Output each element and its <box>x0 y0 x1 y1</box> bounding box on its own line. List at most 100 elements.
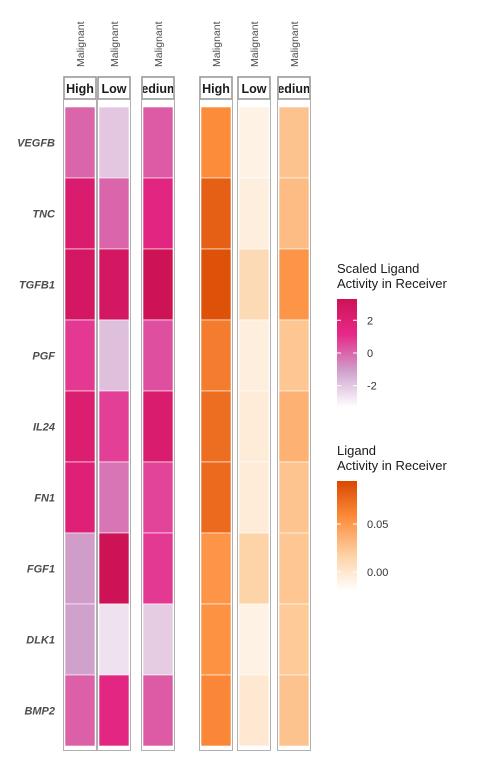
facet-strip-label: Low <box>242 82 267 96</box>
heatmap-cell <box>238 461 270 534</box>
heatmap-cell <box>142 603 174 676</box>
heatmap-cell <box>200 248 232 321</box>
facet-strip-label: High <box>66 82 94 96</box>
legend-title: Activity in Receiver <box>337 458 447 473</box>
heatmap-cell <box>200 461 232 534</box>
heatmap-cell <box>238 248 270 321</box>
heatmap-cell <box>64 603 96 676</box>
facet-strip-label: Low <box>102 82 127 96</box>
heatmap-cell <box>64 532 96 605</box>
heatmap-cell <box>238 532 270 605</box>
heatmap-cell <box>142 248 174 321</box>
ligand-label: DLK1 <box>26 635 55 647</box>
heatmap-cell <box>200 319 232 392</box>
heatmap-cell <box>278 106 310 179</box>
legend-colorbar <box>337 481 357 591</box>
heatmap-cell <box>98 532 130 605</box>
heatmap-cell <box>200 674 232 747</box>
legend-title: Ligand <box>337 443 376 458</box>
heatmap-cell <box>98 390 130 463</box>
facet-panel-border <box>141 99 175 751</box>
heatmap-cell <box>142 461 174 534</box>
heatmap-cell <box>64 106 96 179</box>
heatmap-cell <box>238 319 270 392</box>
heatmap-cell <box>200 532 232 605</box>
receiver-label: Malignant <box>153 21 165 67</box>
heatmap-cells <box>63 99 311 751</box>
facet-panel-border <box>277 99 311 751</box>
legend-tick-label: 0.00 <box>367 567 388 579</box>
facet-strip-label: High <box>202 82 230 96</box>
heatmap-cell <box>278 177 310 250</box>
facet-strip-label: ledium <box>138 82 178 96</box>
ligand-label: TNC <box>32 209 56 221</box>
legend-tick-label: 2 <box>367 315 373 327</box>
heatmap-cell <box>278 248 310 321</box>
heatmap-cell <box>238 106 270 179</box>
heatmap-cell <box>98 106 130 179</box>
heatmap-cell <box>64 319 96 392</box>
receiver-label: Malignant <box>109 21 121 67</box>
heatmap-cell <box>98 177 130 250</box>
facet-panel-border <box>199 99 233 751</box>
receiver-label: Malignant <box>249 21 261 67</box>
ligand-labels: VEGFB TNC TGFB1 PGF IL24 FN1 FGF1 DLK1 BMP2 <box>17 138 56 718</box>
legend-tick-label: 0 <box>367 348 373 360</box>
ligand-label: IL24 <box>33 422 55 434</box>
heatmap-cell <box>142 532 174 605</box>
receiver-labels: Malignant Malignant Malignant Malignant Mali… <box>75 21 301 67</box>
heatmap-cell <box>238 390 270 463</box>
heatmap-cell <box>238 674 270 747</box>
heatmap-cell <box>200 390 232 463</box>
legend-colorbar <box>337 299 357 407</box>
legend-title: Activity in Receiver <box>337 276 447 291</box>
heatmap-cell <box>278 674 310 747</box>
facet-panel-border <box>63 99 97 751</box>
heatmap-cell <box>98 319 130 392</box>
receiver-label: Malignant <box>211 21 223 67</box>
heatmap-cell <box>142 674 174 747</box>
facet-panel-border <box>97 99 131 751</box>
legend-tick-label: -2 <box>367 381 377 393</box>
facet-panel-border <box>237 99 271 751</box>
heatmap-cell <box>98 674 130 747</box>
heatmap-cell <box>98 603 130 676</box>
ligand-label: PGF <box>32 351 55 363</box>
heatmap-cell <box>238 177 270 250</box>
ligand-label: BMP2 <box>24 706 55 718</box>
legend-title: Scaled Ligand <box>337 261 419 276</box>
ligand-label: TGFB1 <box>19 280 55 292</box>
heatmap-cell <box>278 461 310 534</box>
facet-strip-label: ledium <box>274 82 314 96</box>
heatmap-cell <box>64 248 96 321</box>
heatmap-cell <box>278 319 310 392</box>
ligand-label: VEGFB <box>17 138 55 150</box>
heatmap-cell <box>64 390 96 463</box>
heatmap-cell <box>142 106 174 179</box>
heatmap-cell <box>64 674 96 747</box>
heatmap-cell <box>278 603 310 676</box>
heatmap-cell <box>64 461 96 534</box>
heatmap-cell <box>142 390 174 463</box>
legend-tick-label: 0.05 <box>367 519 388 531</box>
receiver-label: Malignant <box>289 21 301 67</box>
heatmap-cell <box>98 461 130 534</box>
heatmap-cell <box>200 603 232 676</box>
heatmap-cell <box>278 532 310 605</box>
facet-strips: High Low ledium High Low ledium <box>63 76 314 100</box>
heatmap-cell <box>278 390 310 463</box>
heatmap-cell <box>238 603 270 676</box>
ligand-label: FN1 <box>34 493 55 505</box>
heatmap-cell <box>64 177 96 250</box>
heatmap-cell <box>200 106 232 179</box>
heatmap-cell <box>200 177 232 250</box>
receiver-label: Malignant <box>75 21 87 67</box>
heatmap-cell <box>142 319 174 392</box>
ligand-label: FGF1 <box>27 564 55 576</box>
heatmap-cell <box>98 248 130 321</box>
heatmap-cell <box>142 177 174 250</box>
